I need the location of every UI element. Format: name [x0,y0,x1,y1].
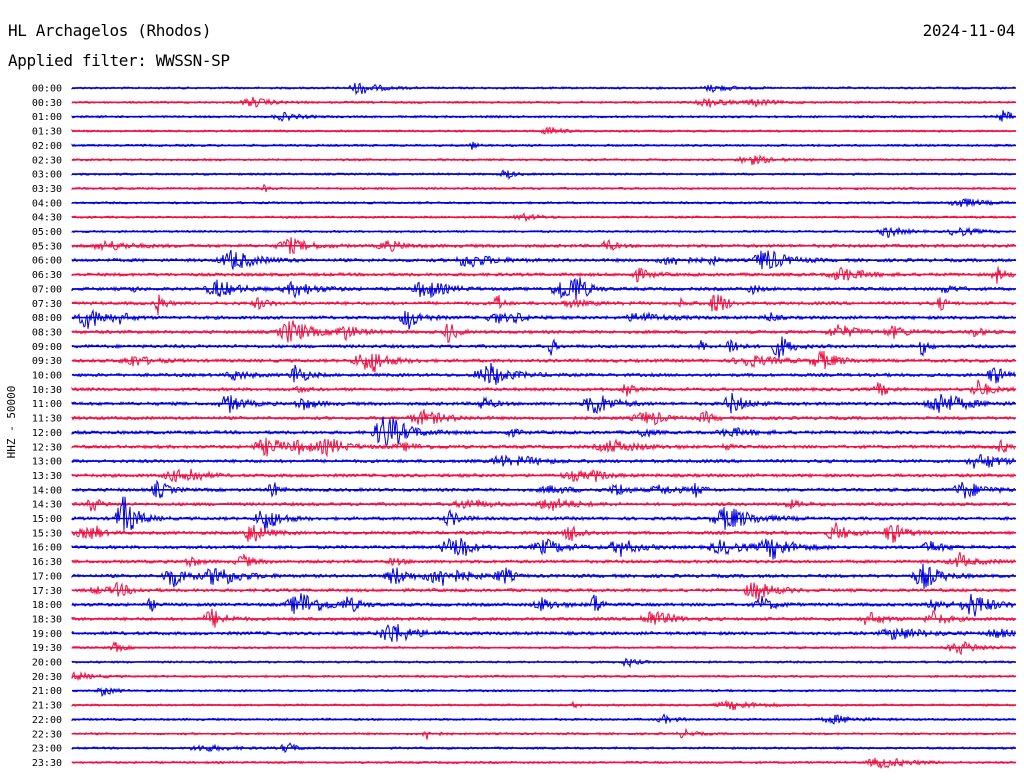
time-tick-label: 18:30 [32,614,62,625]
time-tick-label: 07:00 [32,284,62,295]
time-tick-label: 16:00 [32,543,62,554]
time-tick-label: 01:00 [32,112,62,123]
time-tick-label: 10:00 [32,371,62,382]
trace-line [71,362,1016,385]
time-tick-label: 00:00 [32,84,62,95]
time-tick-label: 14:00 [32,485,62,496]
time-tick-label: 17:30 [32,586,62,597]
time-tick-label: 20:30 [32,672,62,683]
traces [71,82,1016,769]
time-tick-label: 16:30 [32,557,62,568]
time-tick-label: 22:30 [32,729,62,740]
time-tick-label: 23:00 [32,744,62,755]
trace-line [71,294,1016,316]
time-tick-label: 04:30 [32,213,62,224]
trace-line [71,551,1016,569]
time-tick-label: 05:30 [32,241,62,252]
time-tick-label: 04:00 [32,198,62,209]
trace-line [71,349,1016,373]
trace-line [71,308,1016,330]
trace-line [71,379,1016,397]
trace-line [71,409,1015,426]
time-tick-label: 15:00 [32,514,62,525]
time-tick-label: 11:30 [32,414,62,425]
trace-line [71,416,1016,447]
time-tick-label: 15:30 [32,528,62,539]
time-tick-label: 19:30 [32,643,62,654]
time-tick-label: 10:30 [32,385,62,396]
time-tick-label: 06:00 [32,256,62,267]
time-tick-label: 03:30 [32,184,62,195]
filter-label: Applied filter: WWSSN-SP [8,51,230,70]
time-tick-label: 00:30 [32,98,62,109]
time-tick-label: 11:00 [32,399,62,410]
time-tick-label: 14:30 [32,500,62,511]
time-tick-label: 12:30 [32,442,62,453]
trace-line [71,742,1016,754]
time-tick-label: 19:00 [32,629,62,640]
y-axis-label: HHZ - 50000 [5,386,18,459]
station-title: HL Archagelos (Rhodos) [8,21,212,40]
time-tick-label: 17:00 [32,571,62,582]
tick-labels: 00:00 00:30 01:00 01:30 02:00 02:30 03:00 03:30… [32,84,62,769]
time-tick-label: 02:00 [32,141,62,152]
time-tick-label: 13:30 [32,471,62,482]
time-tick-label: 21:30 [32,701,62,712]
time-tick-label: 20:00 [32,658,62,669]
time-tick-label: 07:30 [32,299,62,310]
time-tick-label: 05:00 [32,227,62,238]
time-tick-label: 23:30 [32,758,62,769]
time-tick-label: 21:00 [32,686,62,697]
time-tick-label: 09:00 [32,342,62,353]
time-tick-label: 18:00 [32,600,62,611]
time-tick-label: 08:30 [32,327,62,338]
time-tick-label: 13:00 [32,457,62,468]
time-tick-label: 03:00 [32,170,62,181]
time-tick-label: 09:30 [32,356,62,367]
time-tick-label: 22:00 [32,715,62,726]
time-tick-label: 02:30 [32,155,62,166]
trace-line [71,687,1016,698]
date-label: 2024-11-04 [922,21,1016,40]
time-tick-label: 01:30 [32,127,62,138]
trace-line [71,537,1016,560]
time-tick-label: 08:00 [32,313,62,324]
trace-line [71,226,1016,239]
trace-line [71,336,1016,360]
time-tick-label: 12:00 [32,428,62,439]
time-tick-label: 06:30 [32,270,62,281]
